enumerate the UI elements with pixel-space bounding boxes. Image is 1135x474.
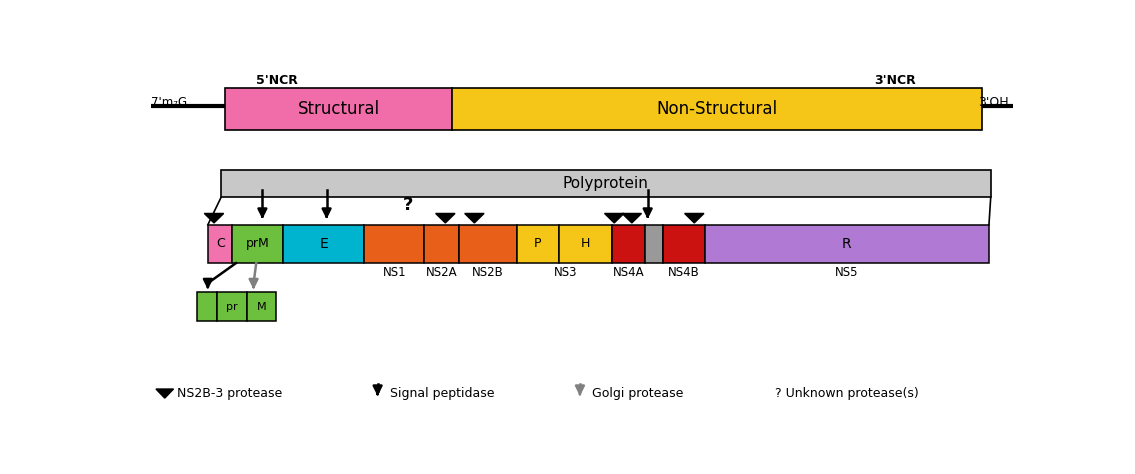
Text: NS4A: NS4A <box>613 266 645 279</box>
Bar <box>284 225 364 263</box>
Text: NS2A: NS2A <box>426 266 457 279</box>
Text: Polyprotein: Polyprotein <box>563 176 649 191</box>
Text: 3'OH: 3'OH <box>977 96 1008 109</box>
Bar <box>233 225 284 263</box>
Text: Non-Structural: Non-Structural <box>656 100 777 118</box>
Text: NS3: NS3 <box>554 266 578 279</box>
Bar <box>217 292 246 321</box>
Text: 5'NCR: 5'NCR <box>257 74 299 87</box>
Text: 3'NCR: 3'NCR <box>874 74 916 87</box>
Text: ? Unknown protease(s): ? Unknown protease(s) <box>775 387 919 400</box>
Bar <box>424 225 460 263</box>
Text: pr: pr <box>226 302 237 312</box>
Bar <box>705 225 989 263</box>
Text: prM: prM <box>246 237 270 250</box>
Text: NS2B: NS2B <box>472 266 504 279</box>
Text: Structural: Structural <box>297 100 380 118</box>
Text: C: C <box>216 237 225 250</box>
Bar <box>612 225 645 263</box>
Bar <box>645 225 663 263</box>
Bar <box>460 225 516 263</box>
Text: NS4B: NS4B <box>667 266 699 279</box>
Bar <box>246 292 277 321</box>
Text: H: H <box>580 237 590 250</box>
Text: NS2B-3 protease: NS2B-3 protease <box>177 387 283 400</box>
Bar <box>516 225 558 263</box>
Text: P: P <box>533 237 541 250</box>
Bar <box>364 225 424 263</box>
Bar <box>208 225 233 263</box>
Polygon shape <box>684 213 704 223</box>
Text: Signal peptidase: Signal peptidase <box>390 387 495 400</box>
Polygon shape <box>436 213 455 223</box>
Text: 7'm₇G: 7'm₇G <box>151 96 187 109</box>
Bar <box>558 225 612 263</box>
Bar <box>663 225 705 263</box>
Polygon shape <box>204 213 224 223</box>
Text: E: E <box>320 237 328 251</box>
Bar <box>221 170 991 197</box>
Polygon shape <box>605 213 624 223</box>
Bar <box>226 88 453 130</box>
Polygon shape <box>155 389 174 398</box>
Text: NS5: NS5 <box>834 266 858 279</box>
Bar <box>453 88 982 130</box>
Text: NS1: NS1 <box>382 266 406 279</box>
Text: Golgi protease: Golgi protease <box>592 387 683 400</box>
Text: ?: ? <box>403 196 413 214</box>
Polygon shape <box>464 213 484 223</box>
Text: R: R <box>842 237 851 251</box>
Text: M: M <box>257 302 267 312</box>
Bar <box>197 292 217 321</box>
Polygon shape <box>622 213 641 223</box>
